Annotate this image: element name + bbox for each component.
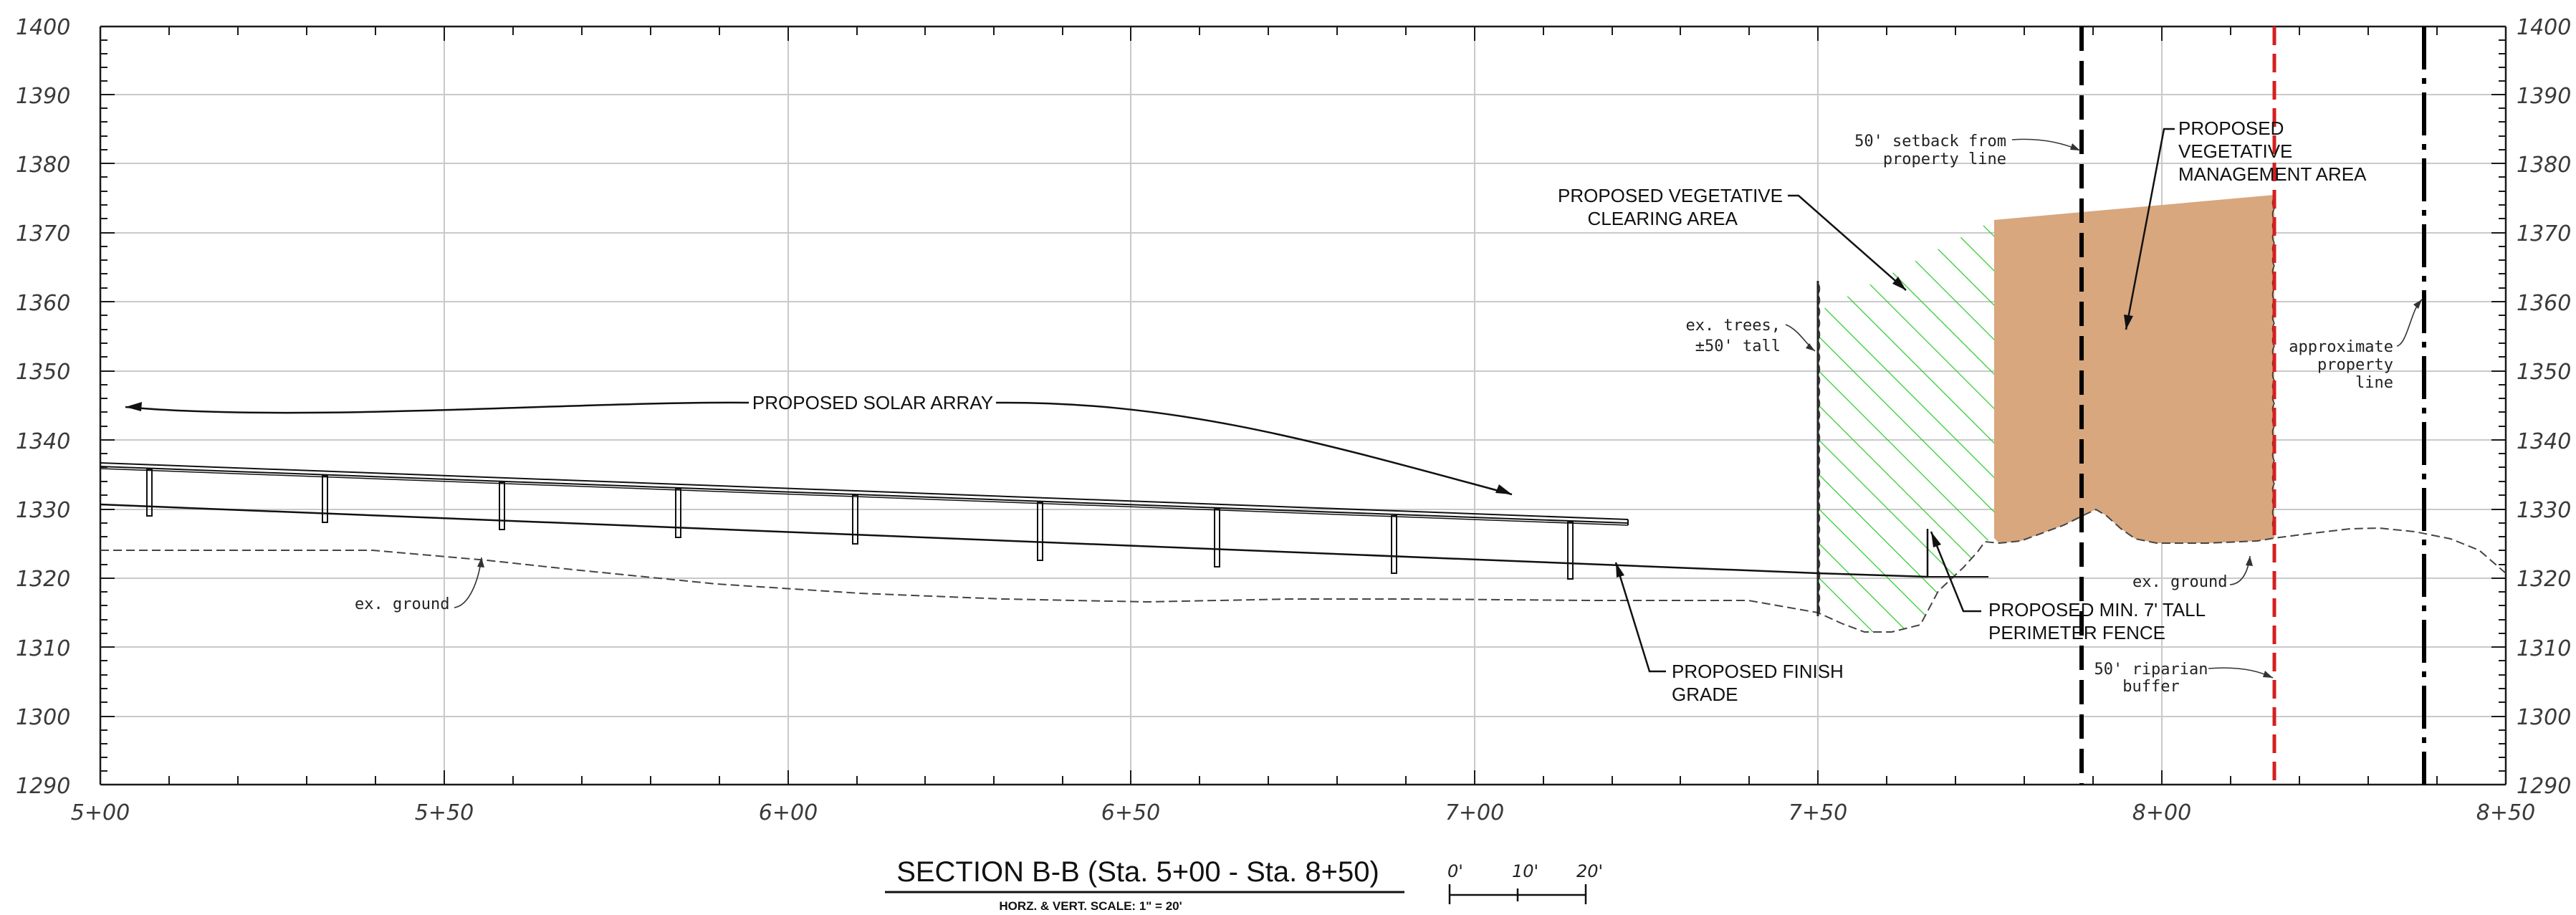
management-label-2: VEGETATIVE bbox=[2178, 140, 2292, 162]
elev-label: 1340 bbox=[16, 429, 70, 454]
clearing-callout: PROPOSED VEGETATIVE CLEARING AREA bbox=[1558, 185, 1907, 291]
clearing-label-1: PROPOSED VEGETATIVE bbox=[1558, 185, 1783, 206]
clearing-label-2: CLEARING AREA bbox=[1587, 208, 1738, 229]
elev-label: 1320 bbox=[2517, 567, 2571, 592]
elev-label: 1290 bbox=[2517, 774, 2571, 799]
property-line-label-3: line bbox=[2355, 374, 2393, 392]
management-label-3: MANAGEMENT AREA bbox=[2178, 163, 2367, 185]
trees-label-2: ±50' tall bbox=[1695, 337, 1781, 355]
trees-callout: ex. trees, ±50' tall bbox=[1686, 317, 1816, 355]
management-callout: PROPOSED VEGETATIVE MANAGEMENT AREA bbox=[2124, 118, 2367, 330]
elev-label: 1330 bbox=[2517, 498, 2571, 523]
elev-label: 1300 bbox=[2517, 705, 2571, 730]
section-frame bbox=[99, 25, 2507, 786]
elev-label: 1350 bbox=[16, 360, 70, 385]
elev-label: 1390 bbox=[2517, 84, 2571, 109]
solar-array bbox=[100, 462, 1629, 580]
bar-scale-label: 20' bbox=[1576, 861, 1603, 881]
elevation-labels-right: 1400 1390 1380 1370 1360 1350 1340 1330 … bbox=[2517, 15, 2571, 799]
setback-label-1: 50' setback from bbox=[1854, 133, 2006, 150]
vegetative-clearing-area bbox=[1818, 220, 1994, 632]
scale-note: HORZ. & VERT. SCALE: 1" = 20' bbox=[999, 899, 1182, 913]
station-label: 5+50 bbox=[415, 800, 474, 825]
proposed-finish-grade bbox=[100, 503, 1928, 578]
setback-callout: 50' setback from property line bbox=[1854, 133, 2081, 168]
solar-array-callout: PROPOSED SOLAR ARRAY bbox=[125, 392, 1513, 496]
elev-label: 1370 bbox=[16, 221, 70, 246]
elev-label: 1330 bbox=[16, 498, 70, 523]
elev-label: 1380 bbox=[16, 153, 70, 178]
riparian-callout: 50' riparian buffer bbox=[2094, 661, 2274, 696]
section-title-block: SECTION B-B (Sta. 5+00 - Sta. 8+50) HORZ… bbox=[885, 856, 1404, 913]
solar-array-label: PROPOSED SOLAR ARRAY bbox=[752, 392, 993, 413]
elev-label: 1370 bbox=[2517, 221, 2571, 246]
riparian-label-1: 50' riparian bbox=[2094, 661, 2208, 679]
management-label-1: PROPOSED bbox=[2178, 118, 2284, 139]
station-labels: 5+00 5+50 6+00 6+50 7+00 7+50 8+00 8+50 bbox=[71, 800, 2535, 825]
station-label: 5+00 bbox=[71, 800, 130, 825]
fence-label-2: PERIMETER FENCE bbox=[1988, 622, 2165, 643]
existing-ground-line bbox=[100, 508, 2506, 633]
elevation-labels-left: 1400 1390 1380 1370 1360 1350 1340 1330 … bbox=[16, 15, 70, 799]
elev-label: 1390 bbox=[16, 84, 70, 109]
section-title: SECTION B-B (Sta. 5+00 - Sta. 8+50) bbox=[896, 856, 1379, 888]
riparian-label-2: buffer bbox=[2122, 678, 2179, 696]
elev-label: 1360 bbox=[16, 291, 70, 316]
elev-label: 1310 bbox=[16, 636, 70, 661]
ex-ground-right-label: ex. ground bbox=[2132, 573, 2227, 591]
elev-label: 1320 bbox=[16, 567, 70, 592]
ex-ground-right-callout: ex. ground bbox=[2132, 555, 2253, 591]
station-label: 7+50 bbox=[1789, 800, 1847, 825]
finish-grade-label-1: PROPOSED FINISH bbox=[1672, 661, 1844, 682]
finish-grade-label-2: GRADE bbox=[1672, 684, 1738, 705]
perimeter-fence bbox=[1926, 529, 1988, 578]
elev-label: 1310 bbox=[2517, 636, 2571, 661]
vegetative-management-area bbox=[1994, 195, 2274, 543]
axis-ticks bbox=[100, 26, 2506, 785]
fence-label-1: PROPOSED MIN. 7' TALL bbox=[1988, 599, 2206, 621]
elev-label: 1380 bbox=[2517, 153, 2571, 178]
elev-label: 1340 bbox=[2517, 429, 2571, 454]
property-line-label-1: approximate bbox=[2289, 338, 2393, 356]
station-label: 8+50 bbox=[2476, 800, 2535, 825]
elev-label: 1290 bbox=[16, 774, 70, 799]
property-line-label-2: property bbox=[2317, 356, 2393, 374]
elev-label: 1360 bbox=[2517, 291, 2571, 316]
property-line-callout: approximate property line bbox=[2289, 299, 2423, 392]
elev-label: 1400 bbox=[16, 15, 70, 40]
station-label: 7+00 bbox=[1445, 800, 1504, 825]
fence-callout: PROPOSED MIN. 7' TALL PERIMETER FENCE bbox=[1930, 531, 2206, 643]
station-label: 6+00 bbox=[759, 800, 818, 825]
ex-ground-left-label: ex. ground bbox=[355, 595, 449, 613]
bar-scale-label: 0' bbox=[1447, 861, 1463, 881]
bar-scale: 0' 10' 20' bbox=[1447, 861, 1603, 904]
station-label: 6+50 bbox=[1101, 800, 1160, 825]
finish-grade-callout: PROPOSED FINISH GRADE bbox=[1614, 562, 1844, 705]
station-label: 8+00 bbox=[2132, 800, 2191, 825]
tree-scallop bbox=[1817, 282, 1821, 616]
elev-label: 1350 bbox=[2517, 360, 2571, 385]
setback-label-2: property line bbox=[1883, 150, 2006, 168]
elev-label: 1300 bbox=[16, 705, 70, 730]
elev-label: 1400 bbox=[2517, 15, 2571, 40]
bar-scale-label: 10' bbox=[1512, 861, 1538, 881]
ex-ground-left-callout: ex. ground bbox=[355, 557, 484, 613]
trees-label-1: ex. trees, bbox=[1686, 317, 1781, 335]
